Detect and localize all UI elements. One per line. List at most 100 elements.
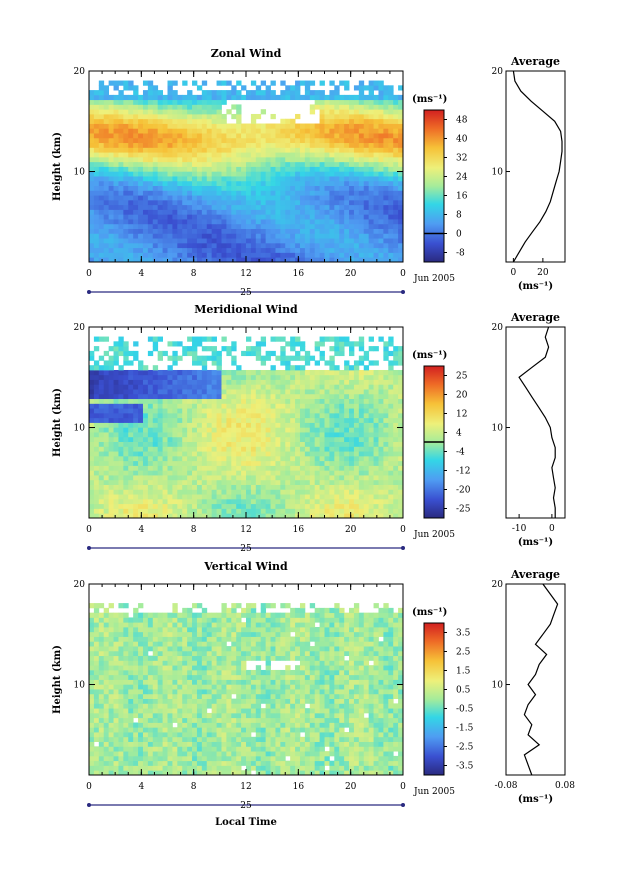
- heatmap-cell: [363, 355, 370, 361]
- heatmap-cell: [295, 513, 301, 519]
- heatmap-cell: [329, 422, 335, 428]
- heatmap-cell: [275, 494, 281, 500]
- heatmap-cell: [260, 755, 267, 762]
- heatmap-cell: [329, 176, 335, 182]
- heatmap-cell: [319, 503, 325, 509]
- heatmap-cell: [138, 147, 144, 153]
- heatmap-cell: [250, 80, 257, 86]
- heatmap-cell: [182, 223, 188, 229]
- heatmap-cell: [378, 432, 384, 438]
- heatmap-cell: [344, 209, 350, 215]
- heatmap-cell: [89, 257, 95, 263]
- heatmap-cell: [304, 355, 311, 361]
- heatmap-cell: [103, 156, 110, 163]
- heatmap-cell: [226, 123, 232, 129]
- heatmap-cell: [295, 80, 301, 86]
- heatmap-cell: [138, 389, 144, 395]
- heatmap-cell: [89, 489, 95, 495]
- heatmap-cell: [246, 465, 252, 471]
- heatmap-cell: [358, 755, 365, 762]
- heatmap-cell: [157, 99, 163, 105]
- heatmap-cell: [231, 209, 237, 215]
- heatmap-cell: [280, 252, 286, 258]
- heatmap-cell: [314, 133, 320, 139]
- heatmap-cell: [329, 128, 335, 134]
- heatmap-cell: [133, 427, 139, 433]
- heatmap-cell: [368, 128, 374, 134]
- heatmap-cell: [157, 113, 163, 120]
- heatmap-cell: [260, 460, 267, 466]
- heatmap-cell: [363, 152, 370, 158]
- heatmap-cell: [128, 147, 134, 153]
- heatmap-cell: [329, 199, 335, 206]
- heatmap-cell: [378, 185, 384, 191]
- heatmap-cell: [138, 379, 144, 385]
- heatmap-cell: [285, 365, 291, 371]
- heatmap-cell: [167, 242, 173, 249]
- heatmap-cell: [206, 751, 213, 757]
- heatmap-cell: [182, 451, 188, 457]
- heatmap-cell: [226, 755, 232, 762]
- heatmap-cell: [275, 408, 281, 414]
- heatmap-cell: [250, 233, 257, 239]
- heatmap-cell: [358, 403, 365, 409]
- heatmap-cell: [324, 489, 330, 495]
- heatmap-cell: [231, 156, 237, 163]
- heatmap-cell: [349, 195, 355, 201]
- heatmap-cell: [138, 185, 144, 191]
- heatmap-cell: [250, 494, 257, 500]
- heatmap-cell: [201, 113, 208, 120]
- heatmap-cell: [177, 470, 183, 476]
- heatmap-cell: [147, 470, 154, 476]
- heatmap-cell: [192, 503, 198, 509]
- heatmap-cell: [260, 393, 267, 400]
- heatmap-cell: [133, 432, 139, 438]
- heatmap-cell: [339, 441, 345, 447]
- heatmap-cell: [324, 369, 330, 376]
- heatmap-cell: [187, 427, 193, 433]
- heatmap-cell: [334, 770, 340, 776]
- heatmap-cell: [201, 770, 208, 776]
- heatmap-cell: [157, 427, 163, 433]
- heatmap-cell: [358, 185, 365, 191]
- heatmap-cell: [196, 161, 203, 167]
- heatmap-cell: [388, 465, 394, 471]
- heatmap-cell: [290, 484, 296, 490]
- heatmap-cell: [285, 152, 291, 158]
- heatmap-cell: [192, 161, 198, 167]
- heatmap-cell: [142, 180, 149, 186]
- heatmap-cell: [177, 403, 183, 409]
- heatmap-cell: [358, 760, 365, 766]
- heatmap-cell: [398, 770, 404, 776]
- heatmap-cell: [295, 133, 301, 139]
- heatmap-cell: [201, 393, 208, 400]
- heatmap-cell: [344, 360, 350, 366]
- heatmap-cell: [201, 242, 208, 249]
- heatmap-cell: [319, 90, 325, 96]
- heatmap-cell: [363, 475, 370, 481]
- heatmap-cell: [378, 484, 384, 490]
- heatmap-cell: [275, 441, 281, 447]
- heatmap-cell: [363, 755, 370, 762]
- heatmap-cell: [334, 408, 340, 414]
- heatmap-cell: [133, 460, 139, 466]
- heatmap-cell: [295, 427, 301, 433]
- heatmap-cell: [196, 180, 203, 186]
- heatmap-cell: [260, 185, 267, 191]
- heatmap-cell: [378, 219, 384, 225]
- heatmap-cell: [226, 350, 232, 357]
- heatmap-cell: [314, 460, 320, 466]
- heatmap-cell: [299, 94, 306, 101]
- heatmap-cell: [255, 350, 262, 357]
- heatmap-cell: [167, 494, 173, 500]
- heatmap-cell: [221, 147, 227, 153]
- heatmap-cell: [142, 204, 149, 210]
- heatmap-cell: [270, 398, 276, 404]
- heatmap-cell: [250, 760, 257, 766]
- heatmap-cell: [373, 389, 379, 395]
- heatmap-cell: [344, 393, 350, 400]
- heatmap-cell: [304, 156, 311, 163]
- heatmap-cell: [89, 152, 95, 158]
- heatmap-cell: [187, 204, 193, 210]
- heatmap-cell: [290, 513, 296, 519]
